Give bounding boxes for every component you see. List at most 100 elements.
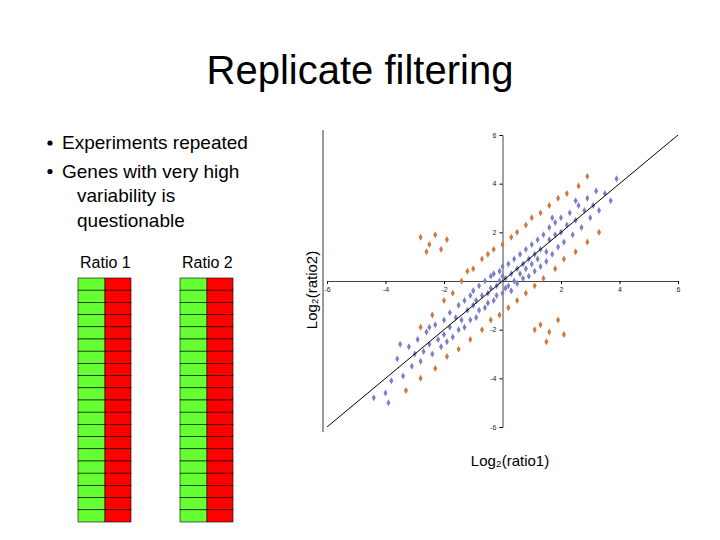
point [442, 297, 446, 304]
point [471, 265, 475, 272]
green-cell [180, 278, 207, 290]
red-cell [105, 412, 131, 424]
red-cell [207, 437, 233, 449]
point [483, 304, 487, 311]
green-cell [78, 339, 105, 351]
green-cell [78, 376, 105, 388]
green-cell [180, 302, 207, 314]
point [553, 265, 557, 272]
point [465, 268, 469, 275]
red-cell [207, 339, 233, 351]
red-cell [105, 424, 131, 436]
point [427, 324, 431, 331]
point [530, 241, 534, 248]
point [498, 312, 502, 319]
green-cell [78, 412, 105, 424]
point [506, 304, 510, 311]
point [615, 175, 619, 182]
red-cell [207, 315, 233, 327]
green-cell [180, 461, 207, 473]
tick-mark [620, 281, 621, 284]
green-cell [180, 339, 207, 351]
point [512, 256, 516, 263]
red-cell [207, 363, 233, 375]
y-axis-title: Log₂(ratio2) [303, 251, 320, 329]
green-cell [180, 388, 207, 400]
tick: -2 [490, 326, 502, 333]
point [536, 256, 540, 263]
point [439, 246, 443, 253]
column-label: Ratio 2 [182, 254, 233, 271]
point [486, 299, 490, 306]
point [524, 265, 528, 272]
tick-label: 6 [493, 132, 497, 139]
bullet-text: variability is [77, 185, 175, 206]
green-cell [180, 510, 207, 522]
point [527, 273, 531, 280]
tick-mark [327, 281, 328, 284]
slide-title: Replicate filtering [207, 48, 514, 92]
point [419, 375, 423, 382]
point [422, 348, 426, 355]
point [588, 214, 592, 221]
point [500, 241, 504, 248]
tick-mark [444, 281, 445, 284]
green-cell [180, 498, 207, 510]
red-cell [105, 510, 131, 522]
point [442, 331, 446, 338]
point [550, 214, 554, 221]
green-cell [78, 437, 105, 449]
point [585, 173, 589, 180]
point [489, 316, 493, 323]
red-cell [207, 473, 233, 485]
point [480, 326, 484, 333]
point [524, 290, 528, 297]
tick-label: -2 [441, 286, 447, 293]
point [609, 197, 613, 204]
red-cell [105, 302, 131, 314]
point [419, 234, 423, 241]
tick-label: -4 [490, 375, 496, 382]
point [424, 248, 428, 255]
red-cell [207, 302, 233, 314]
point [424, 329, 428, 336]
red-cell [207, 449, 233, 461]
point [544, 338, 548, 345]
point [398, 341, 402, 348]
tick: 2 [560, 281, 564, 293]
tick: -4 [490, 375, 502, 382]
red-cell [105, 278, 131, 290]
point [445, 353, 449, 360]
point [433, 321, 437, 328]
red-cell [105, 388, 131, 400]
point [462, 297, 466, 304]
point [530, 260, 534, 267]
point [492, 270, 496, 277]
point [515, 297, 519, 304]
tick: -6 [490, 424, 502, 431]
point [457, 302, 461, 309]
tick-mark [678, 281, 679, 284]
point [518, 251, 522, 258]
red-cell [207, 412, 233, 424]
red-cell [105, 485, 131, 497]
tick: 6 [493, 132, 503, 139]
tick-label: -4 [383, 286, 389, 293]
red-cell [105, 449, 131, 461]
ratio-column [78, 278, 131, 522]
tick-mark [500, 378, 503, 379]
tick-label: 4 [493, 180, 497, 187]
point [445, 338, 449, 345]
tick-mark [500, 184, 503, 185]
tick: 4 [493, 180, 503, 187]
red-cell [105, 437, 131, 449]
point [550, 251, 554, 258]
plot-area [327, 135, 678, 427]
point [477, 307, 481, 314]
green-cell [78, 315, 105, 327]
tick-mark [386, 281, 387, 284]
point [500, 263, 504, 270]
slide: Replicate filteringExperiments repeatedG… [0, 0, 720, 540]
green-cell [78, 510, 105, 522]
column-label: Ratio 1 [80, 254, 131, 271]
